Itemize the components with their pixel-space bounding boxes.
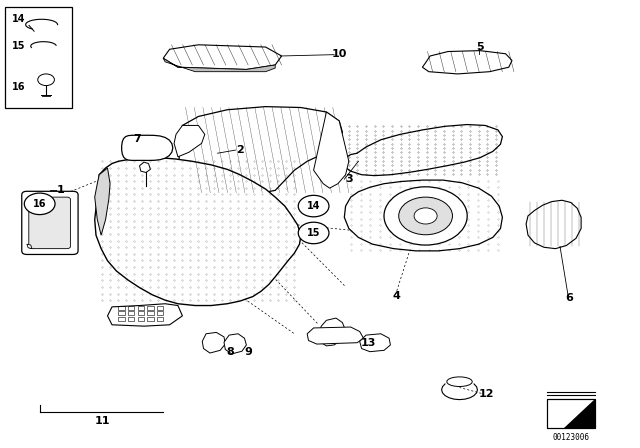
Text: 6: 6 xyxy=(566,293,573,303)
Polygon shape xyxy=(224,334,246,354)
Polygon shape xyxy=(178,107,342,195)
Circle shape xyxy=(298,222,329,244)
Polygon shape xyxy=(526,200,581,249)
Bar xyxy=(118,311,125,315)
FancyBboxPatch shape xyxy=(22,191,78,254)
Text: 11: 11 xyxy=(95,416,110,426)
Text: 14: 14 xyxy=(307,201,321,211)
Text: 5: 5 xyxy=(476,42,484,52)
Polygon shape xyxy=(95,158,301,306)
FancyBboxPatch shape xyxy=(29,197,70,249)
Polygon shape xyxy=(108,304,182,326)
Polygon shape xyxy=(163,58,275,72)
Polygon shape xyxy=(422,51,512,74)
Bar xyxy=(138,317,144,321)
Bar xyxy=(128,306,134,310)
Bar xyxy=(118,317,125,321)
Bar xyxy=(128,311,134,315)
Text: 9: 9 xyxy=(244,347,252,357)
Polygon shape xyxy=(27,244,32,249)
Text: 16: 16 xyxy=(12,82,25,92)
Bar xyxy=(157,306,163,310)
Bar xyxy=(128,317,134,321)
Circle shape xyxy=(414,208,437,224)
Bar xyxy=(138,306,144,310)
Text: 3: 3 xyxy=(345,174,353,184)
Bar xyxy=(5,7,72,108)
Bar xyxy=(157,311,163,315)
Polygon shape xyxy=(174,125,205,157)
Text: 8: 8 xyxy=(227,347,234,357)
Text: 15: 15 xyxy=(12,41,25,51)
Text: 4: 4 xyxy=(393,291,401,301)
Text: 14: 14 xyxy=(12,14,25,24)
Bar xyxy=(147,306,154,310)
Polygon shape xyxy=(342,125,502,176)
Polygon shape xyxy=(447,377,472,387)
Circle shape xyxy=(38,74,54,86)
Bar xyxy=(118,306,125,310)
Text: 13: 13 xyxy=(360,338,376,348)
Polygon shape xyxy=(314,112,349,188)
Text: 00123006: 00123006 xyxy=(553,433,589,442)
Bar xyxy=(147,311,154,315)
Circle shape xyxy=(298,195,329,217)
Polygon shape xyxy=(122,135,173,160)
Polygon shape xyxy=(360,334,390,352)
Bar xyxy=(147,317,154,321)
Text: 15: 15 xyxy=(307,228,321,238)
Text: 16: 16 xyxy=(33,199,47,209)
Text: 10: 10 xyxy=(332,49,347,59)
Polygon shape xyxy=(307,327,364,344)
Text: 7: 7 xyxy=(134,134,141,144)
Bar xyxy=(547,399,595,428)
Circle shape xyxy=(399,197,452,235)
Bar xyxy=(157,317,163,321)
Bar xyxy=(547,399,595,428)
Polygon shape xyxy=(344,180,502,251)
Bar xyxy=(138,311,144,315)
Polygon shape xyxy=(202,332,225,353)
Circle shape xyxy=(384,187,467,245)
Polygon shape xyxy=(319,318,346,346)
Text: 2: 2 xyxy=(236,145,244,155)
Polygon shape xyxy=(163,45,282,69)
Circle shape xyxy=(24,193,55,215)
Text: 1: 1 xyxy=(57,185,65,195)
Polygon shape xyxy=(95,168,110,235)
Polygon shape xyxy=(564,399,595,428)
Polygon shape xyxy=(140,162,150,172)
Text: 12: 12 xyxy=(479,389,494,399)
